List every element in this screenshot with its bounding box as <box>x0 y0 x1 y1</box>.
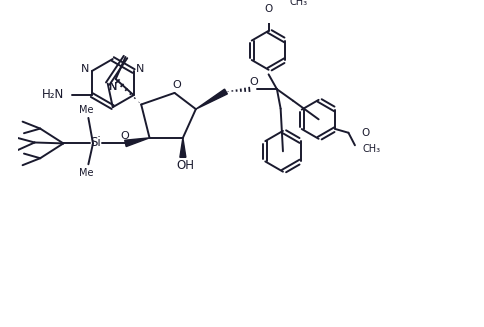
Text: Me: Me <box>79 168 93 178</box>
Text: N: N <box>81 64 89 74</box>
Text: OH: OH <box>176 159 194 172</box>
Text: Si: Si <box>91 136 101 149</box>
Text: O: O <box>249 77 258 87</box>
Text: N: N <box>109 82 118 92</box>
Text: O: O <box>172 80 181 91</box>
Polygon shape <box>196 89 227 109</box>
Polygon shape <box>180 138 186 157</box>
Text: O: O <box>361 128 369 138</box>
Text: N: N <box>136 64 145 74</box>
Text: N: N <box>109 82 118 92</box>
Text: O: O <box>264 4 272 14</box>
Text: Me: Me <box>79 105 93 114</box>
Text: O: O <box>120 131 129 141</box>
Text: H₂N: H₂N <box>42 88 64 101</box>
Text: CH₃: CH₃ <box>289 0 307 7</box>
Polygon shape <box>125 138 150 146</box>
Text: CH₃: CH₃ <box>363 144 380 153</box>
